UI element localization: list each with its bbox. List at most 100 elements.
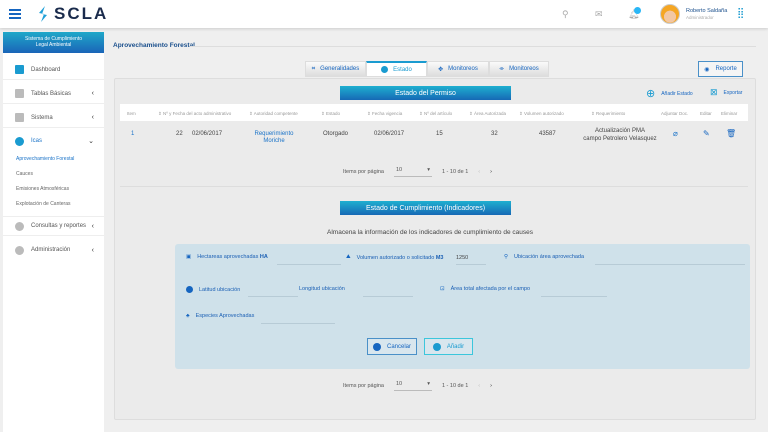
sidebar-item-tablas[interactable]: Tablas Básicas ‹ xyxy=(3,84,104,104)
notification-badge xyxy=(634,7,641,14)
ubicacion-label: ⚲ Ubicación área aprovechada xyxy=(504,254,585,260)
compass-icon xyxy=(186,286,193,293)
report-button[interactable]: ◉ Reporte xyxy=(698,61,743,77)
area-total-label: ⊡ Área total afectada por el campo xyxy=(440,286,531,292)
sidebar-item-sistema[interactable]: Sistema ‹ xyxy=(3,108,104,128)
cancel-button[interactable]: Cancelar xyxy=(367,338,417,355)
menu-icon[interactable] xyxy=(9,9,21,19)
column-header[interactable]: ⇕ Estado xyxy=(321,111,341,116)
latitud-input[interactable] xyxy=(248,287,298,297)
sidebar-item-consultas[interactable]: Consultas y reportes ‹ xyxy=(3,216,104,236)
add-button[interactable]: Añadir xyxy=(424,338,473,355)
antenna-icon: ⌯ xyxy=(499,65,505,72)
column-header: Eliminar xyxy=(721,111,738,116)
prev-page-icon[interactable]: ‹ xyxy=(478,383,481,389)
location-pin-icon: ⚲ xyxy=(504,254,509,260)
autoridad-link[interactable]: Requerimiento Moriche xyxy=(254,131,294,144)
tab-monitoreos-1[interactable]: ✥ Monitoreos xyxy=(427,61,489,77)
sidebar-subitem-canteras[interactable]: Explotación de Canteras xyxy=(16,201,71,207)
plus-circle-icon: ⊕ xyxy=(646,88,656,100)
apps-grid-icon[interactable]: ⣿ xyxy=(737,8,745,19)
check-circle-icon xyxy=(432,342,441,351)
avatar[interactable] xyxy=(660,4,680,24)
check-circle-icon xyxy=(381,66,389,73)
especies-label: ♣ Especies Aprovechadas xyxy=(186,313,255,319)
prev-page-icon[interactable]: ‹ xyxy=(478,169,481,175)
sidebar: Sistema de Cumplimiento Legal Ambiental D… xyxy=(3,32,104,432)
sidebar-subitem-emisiones[interactable]: Emisiones Atmosféricas xyxy=(16,186,70,192)
bell-icon[interactable]: 🔔︎ xyxy=(628,9,640,19)
volumen-label: ⛰ Volumen autorizado o solicitado M3 xyxy=(346,254,444,261)
hectareas-input[interactable] xyxy=(277,255,341,265)
edit-icon[interactable]: ✎ xyxy=(703,129,710,138)
sidebar-item-dashboard[interactable]: Dashboard xyxy=(3,60,104,80)
column-header[interactable]: ⇕ Autoridad competente xyxy=(249,111,298,116)
user-name: Roberto Saldaña xyxy=(686,8,728,14)
page-title: Aprovechamiento Forestal xyxy=(113,42,195,49)
especies-input[interactable] xyxy=(261,314,335,324)
longitud-label: Longitud ubicación xyxy=(299,286,345,292)
section-subtitle: Almacena la información de los indicador… xyxy=(327,229,533,236)
divider xyxy=(120,186,748,187)
page-size-select[interactable]: 10 ▾ xyxy=(393,167,432,177)
system-title: Sistema de Cumplimiento Legal Ambiental xyxy=(3,32,104,53)
user-role: Administrador xyxy=(686,15,714,20)
frame-icon: ⌗ xyxy=(311,65,316,72)
ubicacion-input[interactable] xyxy=(595,255,745,265)
column-header[interactable]: ⇕ Nº del artículo xyxy=(419,111,453,116)
column-header[interactable]: ⇕ Área Autorizada xyxy=(469,111,507,116)
logo: SCLA xyxy=(36,4,108,24)
chevron-left-icon: ‹ xyxy=(91,90,94,97)
top-header: SCLA ⚲ ✉ 🔔︎ Roberto Saldaña Administrado… xyxy=(0,0,768,28)
column-header[interactable]: ⇕ Requerimiento xyxy=(591,111,626,116)
chart-icon xyxy=(15,65,24,74)
gear-icon xyxy=(15,245,24,255)
export-button[interactable]: ⊠ Exportar xyxy=(710,87,743,97)
sidebar-subitem-cauces[interactable]: Cauces xyxy=(16,171,33,177)
paginator-bottom: Items por página 10 ▾ 1 - 10 de 1 ‹ › xyxy=(343,381,492,391)
column-header[interactable]: ⇕ Fecha vigencia xyxy=(367,111,403,116)
latitud-label: Latitud ubicación xyxy=(186,286,240,293)
tab-generalidades[interactable]: ⌗ Generalidades xyxy=(305,61,366,77)
sidebar-item-administracion[interactable]: Administración ‹ xyxy=(3,240,104,260)
chevron-left-icon: ‹ xyxy=(91,222,94,230)
check-circle-icon xyxy=(15,221,24,231)
add-estado-button[interactable]: ⊕ Añadir Estado xyxy=(646,88,693,100)
logo-icon xyxy=(39,6,47,22)
volumen-input[interactable]: 1250 xyxy=(456,255,486,265)
tab-monitoreos-2[interactable]: ⌯ Monitoreos xyxy=(489,61,549,77)
paginator: Items por página 10 ▾ 1 - 10 de 1 ‹ › xyxy=(343,167,492,177)
close-circle-icon xyxy=(372,342,381,351)
mail-icon[interactable]: ✉ xyxy=(595,9,603,19)
hectareas-label: ▣ Hectareas aprovechadas HA xyxy=(186,254,268,260)
area-total-input[interactable] xyxy=(541,287,607,297)
satellite-icon: ✥ xyxy=(438,66,444,73)
column-header[interactable]: ⇕ Nº y Fecha del acto administrativo xyxy=(158,111,232,116)
cumplimiento-section-title: Estado de Cumplimiento (Indicadores) xyxy=(340,201,511,215)
paperclip-icon[interactable]: ⌀ xyxy=(673,129,678,138)
brand-name: SCLA xyxy=(54,4,109,23)
volume-icon: ⛰ xyxy=(346,254,351,260)
tab-estado[interactable]: Estado xyxy=(366,61,427,77)
hectare-icon: ▣ xyxy=(186,254,192,260)
title-divider xyxy=(190,46,756,47)
document-icon xyxy=(15,89,24,98)
next-page-icon[interactable]: › xyxy=(490,383,492,389)
longitud-input[interactable] xyxy=(363,287,413,297)
area-icon: ⊡ xyxy=(440,286,445,292)
chevron-down-icon: ⌄ xyxy=(88,138,94,145)
sidebar-item-icas[interactable]: Icas ⌄ xyxy=(3,131,104,151)
column-header[interactable]: ⇕ Volumen autorizado xyxy=(519,111,564,116)
sidebar-subitem-aprovechamiento[interactable]: Aprovechamiento Forestal xyxy=(16,156,75,162)
drop-icon xyxy=(15,136,24,146)
chevron-left-icon: ‹ xyxy=(91,246,94,254)
chevron-left-icon: ‹ xyxy=(91,114,94,121)
column-header: Editar xyxy=(700,111,712,116)
search-icon[interactable]: ⚲ xyxy=(562,9,569,19)
column-header: Item xyxy=(127,111,136,116)
delete-icon[interactable]: 🗑︎ xyxy=(726,129,737,138)
tree-icon: ♣ xyxy=(186,313,190,319)
page-size-select[interactable]: 10 ▾ xyxy=(393,381,432,391)
table-header xyxy=(120,104,748,121)
next-page-icon[interactable]: › xyxy=(490,169,492,175)
